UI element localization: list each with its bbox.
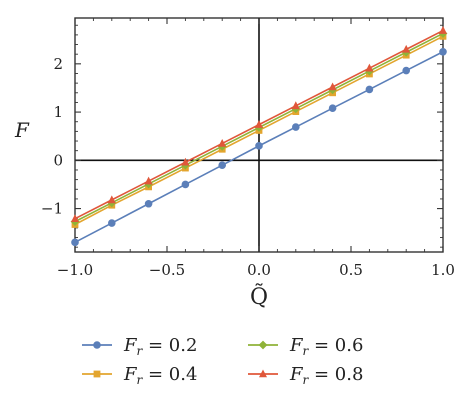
series-point [439,47,447,56]
series-point [218,138,227,147]
series-point [328,82,337,91]
series-point [144,199,153,208]
legend-label-base: F [289,335,304,356]
series-point [402,66,411,75]
y-axis-title: F [14,118,30,142]
series-point [107,195,116,204]
legend-item: Fr = 0.8 [248,364,363,387]
series-layer [70,26,448,247]
x-tick-label: −0.5 [149,261,185,279]
legend-swatch-marker [93,370,101,378]
series-point [181,157,190,166]
legend-label-subscript: r [137,344,144,358]
series-point [255,120,263,128]
legend-label-value: = 0.8 [308,364,363,385]
legend-swatch-marker [258,340,268,350]
series-point [144,176,153,185]
x-tick-label: −1.0 [57,261,93,279]
plot-area: −1.0 −0.5 0.0 0.5 1.0 −1 0 1 2 [41,17,455,279]
series-point [181,180,190,189]
series-point [439,26,447,34]
series-point [402,44,411,53]
legend-label-base: F [289,364,304,385]
legend-item: Fr = 0.2 [82,335,197,358]
legend-label-subscript: r [303,373,310,387]
series-point [328,104,337,113]
x-tick-label: 0.5 [339,261,363,279]
x-tick-label: 0.0 [247,261,271,279]
legend-label: Fr = 0.8 [289,364,363,387]
y-tick-label: 0 [53,151,63,169]
series-point [218,161,226,169]
series-point [291,101,300,110]
series-point [365,85,374,94]
y-tick-label: 2 [53,55,63,73]
series-point [365,63,374,72]
legend-item: Fr = 0.4 [82,364,197,387]
axis-ticks: −1.0 −0.5 0.0 0.5 1.0 −1 0 1 2 [41,18,455,279]
series-point [292,123,300,131]
legend-label-subscript: r [303,344,310,358]
legend: Fr = 0.2Fr = 0.4Fr = 0.6Fr = 0.8 [82,335,363,387]
y-tick-label: 1 [53,103,63,121]
legend-label: Fr = 0.4 [123,364,197,387]
x-tick-label: 1.0 [431,261,455,279]
y-tick-label: −1 [41,200,63,218]
legend-label-value: = 0.6 [308,335,363,356]
legend-label: Fr = 0.2 [123,335,197,358]
legend-label: Fr = 0.6 [289,335,363,358]
legend-label-subscript: r [137,373,144,387]
legend-swatch-marker [259,369,267,378]
series-point [108,219,116,227]
legend-label-value: = 0.4 [142,364,197,385]
series-point [71,238,79,247]
legend-swatch-marker [93,341,101,349]
x-axis-title: Q̃ [250,284,268,310]
legend-label-value: = 0.2 [142,335,197,356]
legend-label-base: F [123,335,138,356]
series-point [71,214,79,223]
legend-item: Fr = 0.6 [248,335,363,358]
legend-label-base: F [123,364,138,385]
series-point [255,142,263,150]
